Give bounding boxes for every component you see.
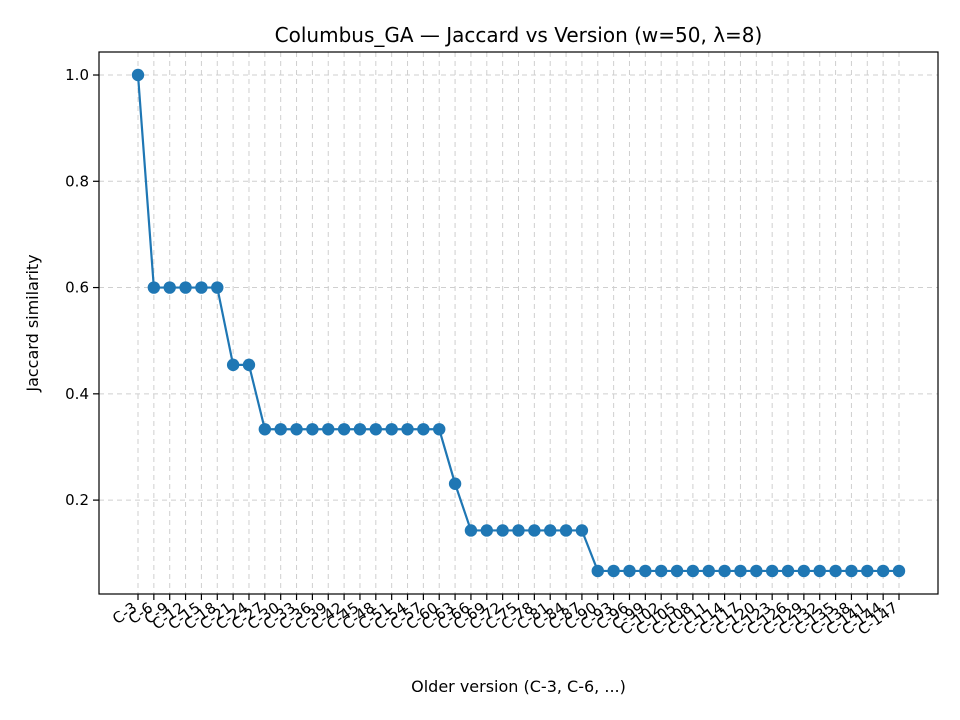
axis-ticks: C-3C-6C-9C-12C-15C-18C-21C-24C-27C-30C-3… (65, 66, 901, 639)
data-point (258, 423, 272, 436)
data-point (322, 423, 335, 436)
data-point (845, 564, 858, 578)
data-point (480, 524, 493, 537)
data-point (385, 423, 398, 436)
data-point (813, 564, 826, 578)
chart-title: Columbus_GA — Jaccard vs Version (w=50, … (275, 23, 763, 47)
data-point (686, 564, 700, 578)
data-point (829, 564, 842, 578)
grid-lines (99, 52, 938, 594)
data-point (781, 564, 795, 578)
data-point (670, 564, 684, 578)
data-point (528, 524, 541, 537)
data-point (353, 423, 367, 436)
data-point (242, 358, 256, 372)
y-tick-label: 1.0 (65, 66, 89, 84)
data-point (559, 524, 573, 537)
data-point (131, 68, 145, 82)
y-tick-label: 0.2 (65, 491, 89, 509)
data-point (147, 281, 161, 294)
data-point (797, 564, 811, 578)
data-point (369, 423, 383, 436)
data-point (765, 564, 779, 578)
data-point (575, 524, 589, 537)
y-tick-label: 0.6 (65, 279, 89, 297)
y-tick-label: 0.8 (65, 172, 89, 190)
data-point (591, 564, 604, 578)
data-point (464, 524, 478, 537)
x-axis-label: Older version (C-3, C-6, ...) (411, 677, 626, 696)
y-tick-label: 0.4 (65, 385, 89, 403)
series-layer (131, 68, 906, 578)
data-point (401, 423, 414, 436)
data-point (623, 564, 636, 578)
data-point (337, 423, 351, 436)
data-point (718, 564, 731, 578)
data-point (448, 477, 462, 490)
data-point (226, 358, 240, 372)
data-point (892, 564, 906, 578)
data-point (702, 564, 715, 578)
data-point (861, 564, 874, 578)
data-point (734, 564, 747, 578)
data-point (607, 564, 620, 578)
data-point (544, 524, 557, 537)
data-point (306, 423, 319, 436)
data-point (290, 423, 303, 436)
data-point (654, 564, 668, 578)
data-point (496, 524, 509, 537)
data-point (876, 564, 890, 578)
data-point (433, 423, 446, 436)
data-point (274, 423, 287, 436)
data-point (512, 524, 525, 537)
y-axis-label: Jaccard similarity (23, 254, 42, 392)
data-point (211, 281, 224, 294)
data-point (195, 281, 208, 294)
data-point (163, 281, 176, 294)
data-point (417, 423, 430, 436)
data-point (179, 281, 192, 294)
data-point (750, 564, 763, 578)
data-point (639, 564, 652, 578)
